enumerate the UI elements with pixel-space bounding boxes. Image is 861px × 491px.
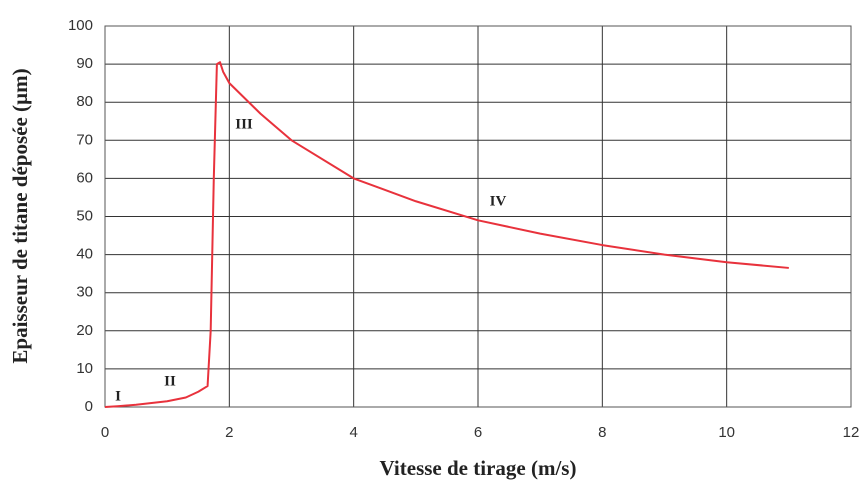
y-tick-label: 60	[76, 169, 93, 186]
x-tick-label: 8	[598, 424, 606, 441]
annotation: II	[164, 373, 176, 389]
x-tick-label: 12	[843, 424, 860, 441]
y-tick-label: 10	[76, 360, 93, 377]
y-tick-label: 80	[76, 93, 93, 110]
annotation: I	[115, 388, 121, 404]
y-tick-label: 30	[76, 284, 93, 301]
y-tick-label: 90	[76, 55, 93, 72]
y-tick-label: 70	[76, 131, 93, 148]
x-tick-label: 0	[101, 424, 109, 441]
x-tick-label: 6	[474, 424, 482, 441]
y-axis-label: Epaisseur de titane déposée (µm)	[8, 68, 32, 363]
y-tick-label: 50	[76, 207, 93, 224]
y-tick-label: 100	[68, 17, 93, 34]
y-tick-label: 20	[76, 322, 93, 339]
x-tick-label: 2	[225, 424, 233, 441]
x-tick-label: 10	[718, 424, 735, 441]
data-line	[104, 61, 789, 408]
annotation: IV	[490, 193, 507, 209]
y-tick-label: 0	[85, 398, 93, 415]
x-tick-label: 4	[349, 424, 357, 441]
annotation: III	[235, 116, 253, 132]
y-tick-label: 40	[76, 246, 93, 263]
x-axis-label: Vitesse de tirage (m/s)	[380, 456, 577, 480]
plot-frame	[104, 25, 852, 408]
